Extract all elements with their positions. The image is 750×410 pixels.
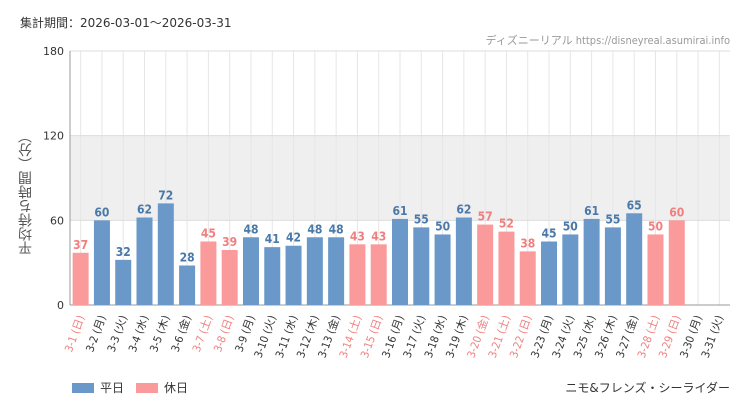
- data-label: 60: [669, 205, 684, 219]
- data-label: 60: [94, 205, 109, 219]
- data-label: 55: [414, 212, 429, 226]
- bar: [136, 217, 153, 305]
- data-label: 50: [563, 219, 578, 233]
- data-label: 50: [648, 219, 663, 233]
- bar: [434, 234, 451, 305]
- data-label: 62: [137, 203, 152, 217]
- bar: [93, 220, 110, 305]
- data-label: 42: [286, 231, 301, 245]
- bar: [328, 237, 345, 305]
- bar: [647, 234, 664, 305]
- y-tick-label: 120: [43, 130, 64, 143]
- credit-text: ディズニーリアル https://disneyreal.asumirai.inf…: [485, 34, 730, 47]
- attraction-name: ニモ&フレンズ・シーライダー: [565, 381, 730, 395]
- data-label: 39: [222, 235, 237, 249]
- data-label: 28: [180, 250, 195, 264]
- bar: [541, 241, 558, 305]
- y-tick-label: 180: [43, 45, 64, 58]
- legend-holiday-label: 休日: [164, 381, 189, 395]
- data-label: 57: [478, 210, 493, 224]
- data-label: 45: [542, 227, 557, 241]
- legend-weekday-swatch: [72, 382, 94, 393]
- y-tick-label: 0: [57, 299, 64, 312]
- bar: [72, 252, 89, 305]
- legend-holiday: 休日: [136, 379, 188, 396]
- data-label: 61: [392, 204, 407, 218]
- period-label: 集計期間：2026-03-01〜2026-03-31: [20, 16, 232, 30]
- bar: [562, 234, 579, 305]
- bar: [498, 231, 515, 305]
- data-label: 43: [350, 229, 365, 243]
- bar: [477, 224, 494, 305]
- bar: [370, 244, 387, 305]
- data-label: 61: [584, 204, 599, 218]
- bar: [392, 218, 408, 305]
- y-tick-label: 60: [50, 214, 64, 227]
- bar: [285, 245, 302, 305]
- legend-holiday-swatch: [136, 382, 158, 393]
- bar: [264, 247, 281, 305]
- data-label: 41: [265, 232, 280, 246]
- data-label: 55: [605, 212, 620, 226]
- bar: [157, 203, 174, 305]
- bar: [115, 259, 132, 305]
- bar: [455, 217, 472, 305]
- data-label: 48: [329, 222, 344, 236]
- bar: [413, 227, 430, 305]
- data-label: 62: [456, 203, 471, 217]
- data-label: 37: [73, 238, 88, 252]
- data-label: 65: [627, 198, 642, 212]
- data-label: 48: [307, 222, 322, 236]
- bar: [668, 220, 685, 305]
- bar: [349, 244, 366, 305]
- bar: [200, 241, 217, 305]
- bar: [179, 265, 196, 305]
- data-label: 48: [243, 222, 258, 236]
- bar: [519, 251, 536, 305]
- data-label: 45: [201, 227, 216, 241]
- bar: [306, 237, 323, 305]
- bar: [583, 218, 600, 305]
- bar: [626, 213, 643, 305]
- bar: [604, 227, 621, 305]
- data-label: 72: [158, 188, 173, 202]
- data-label: 32: [116, 245, 131, 259]
- legend-weekday-label: 平日: [100, 381, 125, 395]
- legend-weekday: 平日: [72, 379, 124, 396]
- data-label: 52: [499, 217, 514, 231]
- data-label: 50: [435, 219, 450, 233]
- data-label: 43: [371, 229, 386, 243]
- data-label: 38: [520, 236, 535, 250]
- bar: [221, 249, 238, 305]
- bar: [242, 237, 259, 305]
